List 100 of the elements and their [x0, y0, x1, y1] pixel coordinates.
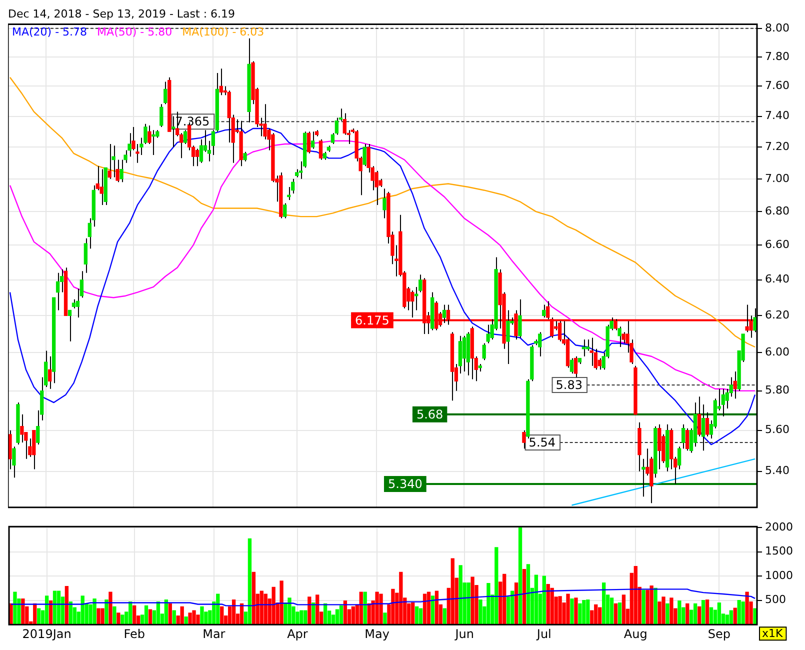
- candlestick: [721, 388, 725, 417]
- bar: [100, 608, 104, 625]
- bar: [717, 602, 722, 625]
- y-tick-label: 5.40: [765, 464, 790, 478]
- bar: [450, 558, 454, 625]
- x-tick-label: 2019Jan: [22, 626, 72, 641]
- y-tick-label: 6.00: [765, 345, 790, 358]
- bar: [582, 600, 586, 625]
- candlestick: [306, 131, 311, 154]
- bar: [566, 594, 570, 625]
- candlestick: [48, 356, 52, 390]
- bar: [168, 603, 172, 625]
- bar: [514, 582, 518, 625]
- bar: [709, 607, 714, 625]
- candlestick: [506, 310, 510, 364]
- bar: [733, 608, 737, 625]
- chart-title: Dec 14, 2018 - Sep 13, 2019 - Last : 6.19: [8, 7, 236, 20]
- bar: [108, 592, 112, 625]
- bar: [610, 598, 614, 625]
- candlestick: [462, 335, 466, 372]
- bar: [534, 574, 538, 625]
- bar: [92, 598, 96, 625]
- bar: [546, 584, 550, 625]
- candlestick: [310, 131, 315, 150]
- bar: [678, 600, 682, 625]
- bar: [666, 603, 670, 625]
- candlestick: [733, 371, 737, 400]
- candlestick: [20, 414, 24, 444]
- bar: [729, 610, 733, 625]
- bar: [753, 608, 757, 625]
- candlestick: [590, 337, 594, 366]
- candlestick: [199, 138, 204, 164]
- ref-line-label: 5.68: [416, 408, 444, 422]
- y-axis-title: x1K: [762, 626, 784, 640]
- candlestick: [112, 145, 116, 178]
- candlestick: [482, 342, 486, 361]
- y-tick-label: 6.40: [765, 272, 790, 286]
- x-tick-label: Apr: [287, 626, 308, 641]
- bar: [391, 588, 395, 625]
- bar: [339, 605, 344, 625]
- candlestick: [56, 272, 60, 311]
- candlestick: [685, 428, 690, 452]
- x-tick-label: Feb: [124, 626, 145, 641]
- ref-line-label: 5.83: [556, 378, 582, 392]
- candlestick: [705, 412, 710, 437]
- bar: [132, 605, 136, 625]
- bar: [184, 616, 188, 625]
- bar: [518, 527, 522, 625]
- x-tick-label: Mar: [202, 626, 226, 641]
- candlestick: [160, 104, 164, 128]
- bar: [510, 590, 514, 625]
- bar: [705, 600, 710, 625]
- bar: [598, 607, 602, 625]
- candlestick: [658, 424, 662, 470]
- bar: [13, 592, 17, 625]
- candlestick: [243, 151, 247, 162]
- text: MA(20) - 5.78: [12, 26, 88, 39]
- bar: [586, 600, 590, 625]
- text: MA(50) - 5.80: [97, 26, 172, 39]
- bar: [422, 594, 427, 625]
- bar: [37, 608, 41, 625]
- y-tick-label: 2000: [765, 520, 793, 534]
- bar: [120, 614, 124, 625]
- bar: [466, 582, 470, 625]
- bar: [570, 598, 574, 625]
- bar: [494, 547, 498, 625]
- bar: [399, 572, 403, 625]
- candlestick: [697, 396, 702, 437]
- candlestick: [342, 112, 346, 136]
- candlestick: [538, 332, 542, 357]
- candlestick: [263, 104, 267, 140]
- x-tick-label: Jun: [454, 626, 474, 641]
- bar: [300, 610, 304, 625]
- bar: [614, 603, 618, 625]
- bar: [188, 612, 192, 625]
- bar: [470, 576, 474, 625]
- bar: [478, 600, 482, 625]
- candlestick: [542, 304, 546, 318]
- bar: [335, 609, 340, 625]
- y-tick-label: 7.80: [765, 50, 790, 63]
- candlestick: [382, 188, 386, 219]
- bar: [542, 576, 546, 625]
- bar: [426, 592, 431, 625]
- bar: [148, 609, 152, 625]
- bar: [430, 596, 435, 625]
- bar: [304, 610, 308, 625]
- bar: [618, 602, 622, 625]
- bar: [662, 596, 666, 625]
- y-tick-label: 6.60: [765, 238, 790, 252]
- bar: [172, 610, 176, 625]
- y-tick-label: 1500: [765, 544, 793, 558]
- bar: [701, 600, 706, 625]
- bar: [351, 606, 355, 625]
- y-tick-label: 6.80: [765, 204, 790, 218]
- bar: [634, 566, 638, 625]
- bar: [414, 606, 419, 625]
- ref-line-label: 6.175: [355, 313, 390, 328]
- bar: [21, 598, 25, 625]
- candlestick: [318, 138, 323, 160]
- bar: [442, 608, 447, 625]
